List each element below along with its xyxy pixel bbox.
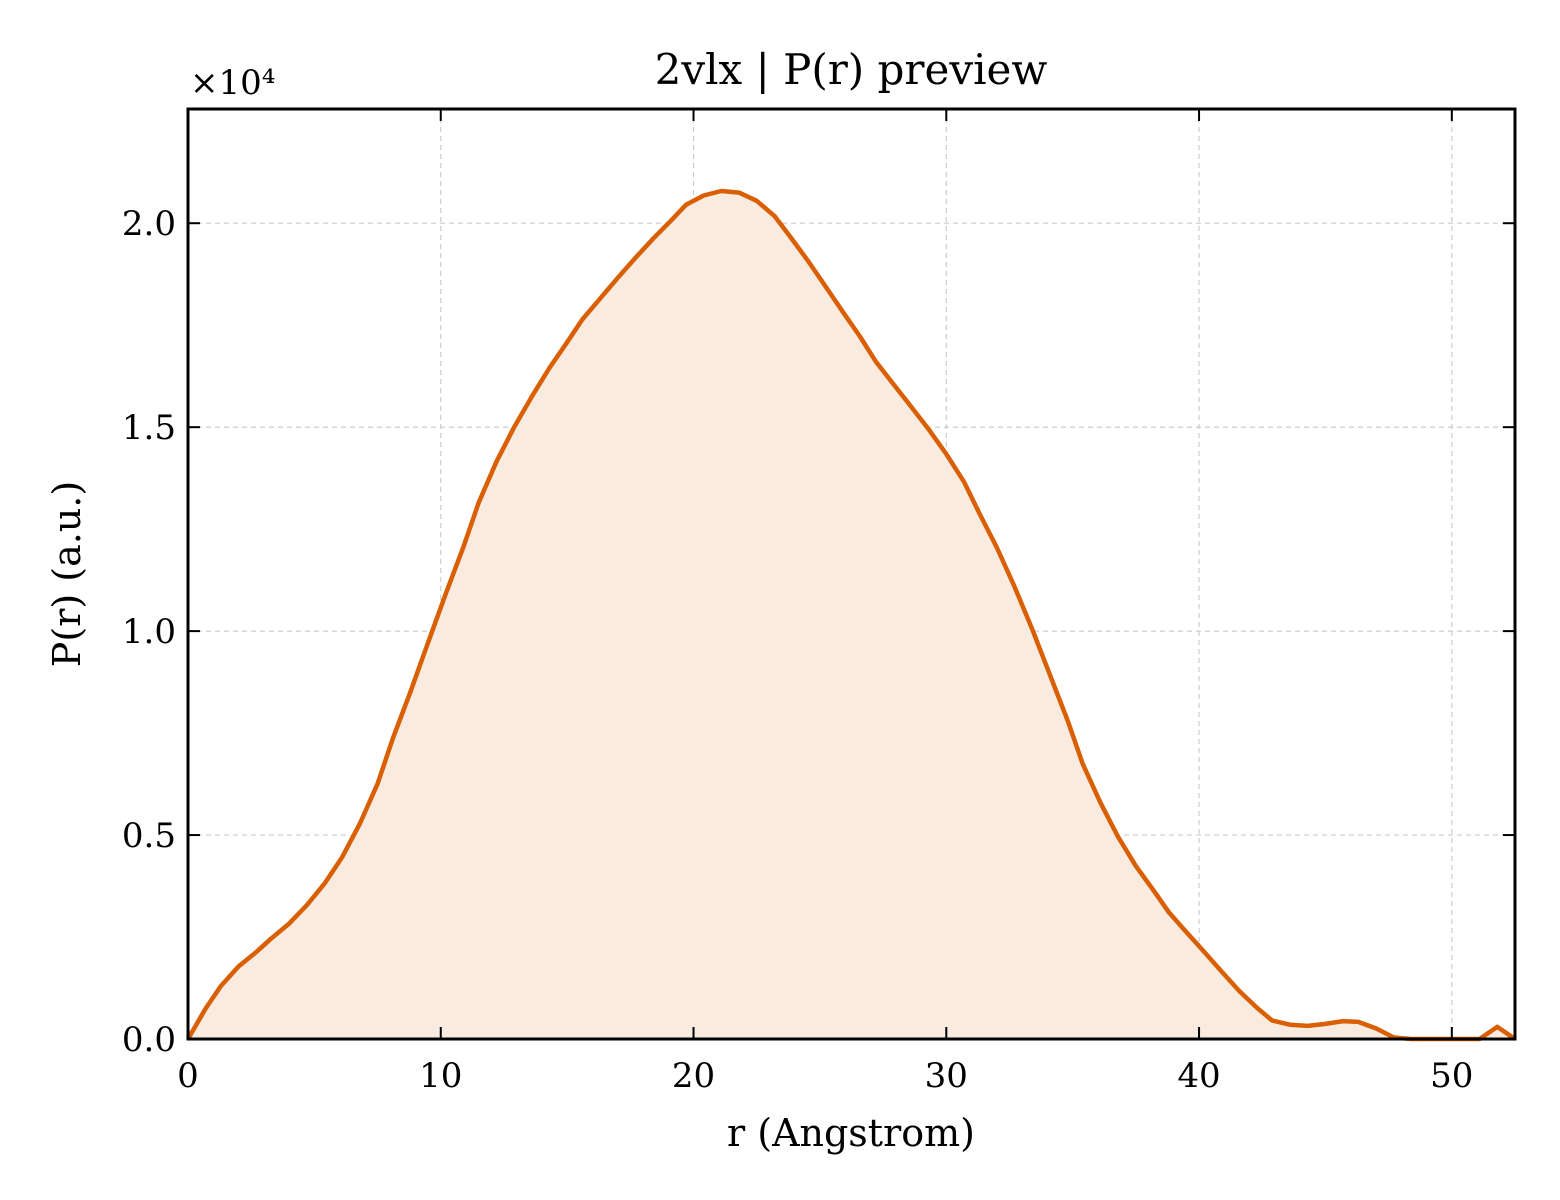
x-tick-label: 10 (419, 1056, 462, 1096)
x-tick-label: 20 (672, 1056, 715, 1096)
pr-series-line (186, 188, 1517, 1042)
y-tick-label: 1.5 (122, 408, 176, 448)
x-tick-label: 0 (177, 1056, 199, 1096)
chart-title: 2vlx | P(r) preview (655, 45, 1048, 94)
y-offset-label: ×10⁴ (190, 63, 275, 103)
y-tick-label: 1.0 (122, 612, 176, 652)
y-tick-label: 0.5 (122, 816, 176, 856)
x-tick-label: 50 (1430, 1056, 1473, 1096)
plot-frame (186, 107, 1517, 1041)
x-tick-label: 30 (925, 1056, 968, 1096)
pr-area-fill (188, 191, 1515, 1039)
x-tick-label: 40 (1177, 1056, 1220, 1096)
y-tick-label: 0.0 (122, 1020, 176, 1060)
tick-labels: 0 10 20 30 40 50 0.0 0.5 1.0 1.5 2.0 (122, 204, 1474, 1096)
x-axis-label: r (Angstrom) (727, 1111, 975, 1155)
y-axis-label: P(r) (a.u.) (45, 481, 89, 667)
y-tick-label: 2.0 (122, 204, 176, 244)
